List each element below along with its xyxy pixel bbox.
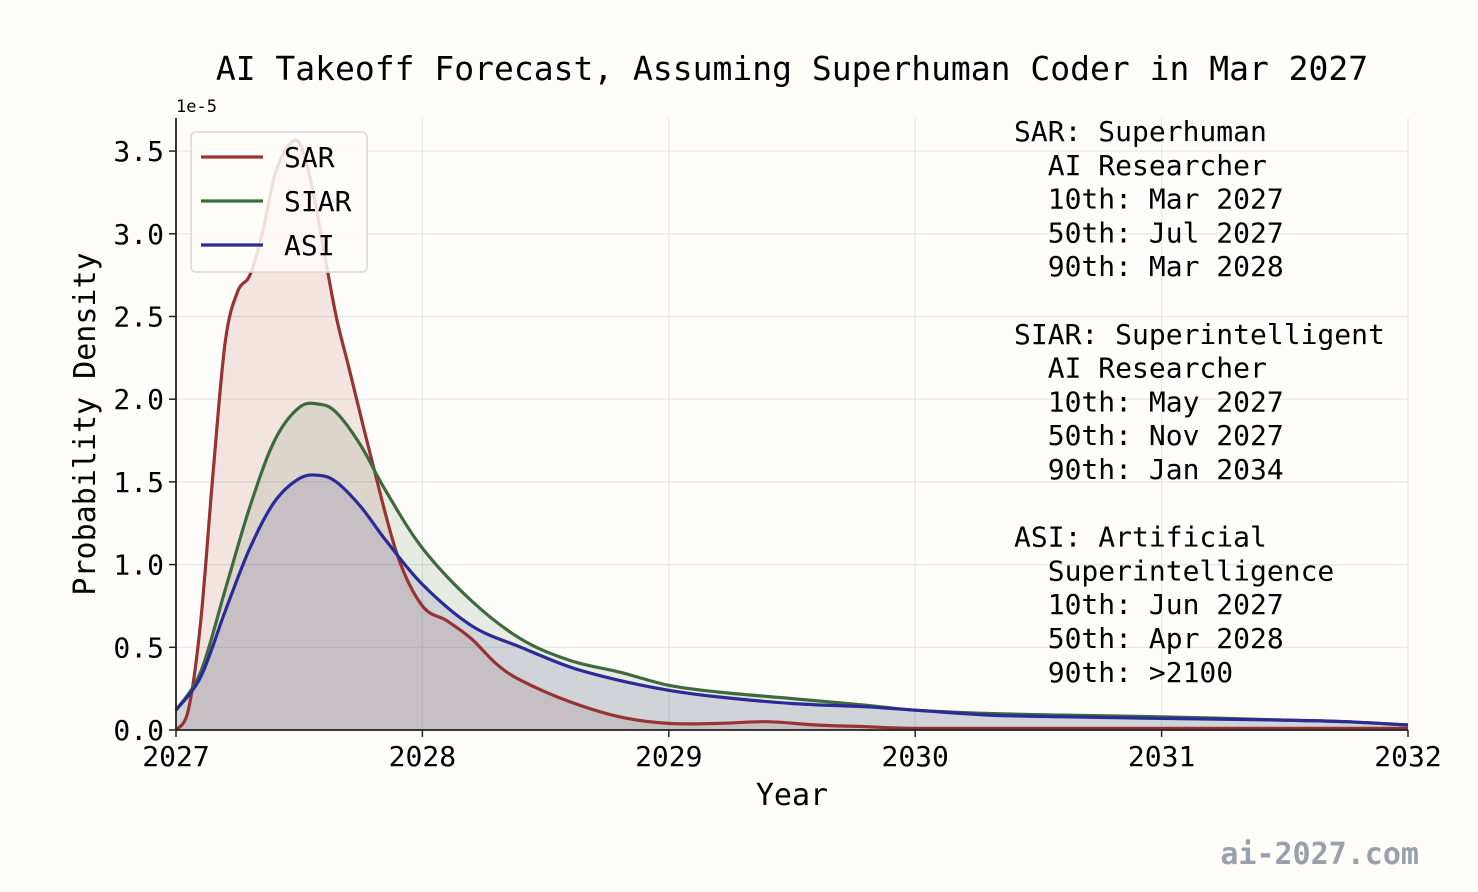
- annotation-line: AI Researcher: [1014, 149, 1267, 182]
- legend: SAR SIAR ASI: [190, 131, 368, 273]
- y-tick-label: 1.5: [113, 466, 164, 499]
- annotation-line: 10th: May 2027: [1014, 385, 1284, 418]
- annotation-line: ASI: Artificial: [1014, 521, 1267, 554]
- annotation-line: 90th: >2100: [1014, 656, 1233, 689]
- x-tick-label: 2029: [635, 740, 702, 773]
- annotation-line: 50th: Nov 2027: [1014, 419, 1284, 452]
- asi-line: [174, 473, 1409, 727]
- x-tick-label: 2031: [1128, 740, 1195, 773]
- annotation-line: 90th: Mar 2028: [1014, 250, 1284, 283]
- legend-box: [190, 131, 368, 273]
- watermark: ai-2027.com: [1220, 837, 1419, 872]
- siar-area: [176, 403, 1408, 730]
- sar-line: [174, 138, 1408, 732]
- y-tick-label: 0.5: [113, 631, 164, 664]
- siar-line: [174, 401, 1409, 727]
- x-tick-label: 2027: [142, 740, 209, 773]
- y-tick-label: 3.5: [113, 135, 164, 168]
- y-tick-label: 0.0: [113, 714, 164, 747]
- x-tick-label: 2032: [1374, 740, 1441, 773]
- asi-area: [176, 474, 1408, 730]
- annotation-line: 10th: Jun 2027: [1014, 588, 1284, 621]
- x-ticks: 2027 2028 2029 2030 2031 2032: [142, 730, 1442, 773]
- axes: [175, 118, 1408, 731]
- x-axis-label: Year: [756, 778, 828, 813]
- grid: [175, 118, 1409, 731]
- y-tick-label: 2.5: [113, 300, 164, 333]
- annotation-line: Superintelligence: [1014, 554, 1334, 587]
- annotation-line: 50th: Apr 2028: [1014, 622, 1284, 655]
- x-tick-label: 2030: [881, 740, 948, 773]
- x-tick-label: 2028: [389, 740, 456, 773]
- annotation: SAR: Superhuman AI Researcher 10th: Mar …: [1014, 115, 1385, 689]
- y-tick-label: 1.0: [113, 549, 164, 582]
- y-exponent-label: 1e-5: [176, 97, 217, 117]
- legend-label-sar: SAR: [284, 141, 335, 174]
- annotation-line: 10th: Mar 2027: [1014, 183, 1284, 216]
- annotation-line: SAR: Superhuman: [1014, 115, 1267, 148]
- y-axis-label: Probability Density: [68, 252, 103, 595]
- annotation-line: 50th: Jul 2027: [1014, 216, 1284, 249]
- legend-label-asi: ASI: [284, 229, 335, 262]
- chart-title: AI Takeoff Forecast, Assuming Superhuman…: [216, 49, 1368, 88]
- series-lines: [174, 138, 1409, 732]
- annotation-line: SIAR: Superintelligent: [1014, 318, 1385, 351]
- y-tick-label: 2.0: [113, 383, 164, 416]
- annotation-line: 90th: Jan 2034: [1014, 453, 1284, 486]
- y-tick-label: 3.0: [113, 218, 164, 251]
- legend-label-siar: SIAR: [284, 185, 352, 218]
- y-ticks: 0.0 0.5 1.0 1.5 2.0 2.5 3.0 3.5: [113, 135, 176, 747]
- annotation-line: AI Researcher: [1014, 352, 1267, 385]
